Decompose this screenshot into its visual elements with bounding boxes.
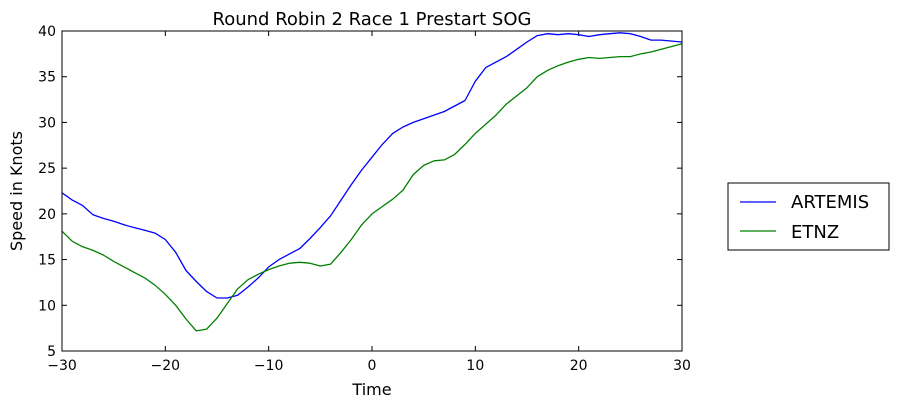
x-tick-label: −10 xyxy=(254,358,284,374)
y-tick-label: 15 xyxy=(38,253,56,269)
series-line-etnz xyxy=(61,43,683,332)
y-tick-label: 40 xyxy=(38,24,56,40)
x-axis-title: Time xyxy=(351,380,391,399)
chart-title: Round Robin 2 Race 1 Prestart SOG xyxy=(213,9,532,30)
series-line-artemis xyxy=(61,32,683,299)
y-tick-label: 5 xyxy=(47,344,56,360)
y-axis-title: Speed in Knots xyxy=(7,131,26,251)
x-tick-label: 20 xyxy=(570,358,588,374)
legend: ARTEMIS ETNZ xyxy=(727,182,890,251)
series-lines xyxy=(61,32,683,332)
x-tick-label: 10 xyxy=(466,358,484,374)
x-tick-label: −20 xyxy=(151,358,181,374)
x-tick-label: −30 xyxy=(47,358,77,374)
legend-label-etnz: ETNZ xyxy=(791,222,839,243)
legend-box xyxy=(727,182,890,251)
plot-frame xyxy=(61,30,683,352)
legend-label-artemis: ARTEMIS xyxy=(791,192,869,213)
x-tick-label: 0 xyxy=(368,358,377,374)
y-tick-label: 35 xyxy=(38,70,56,86)
axis-ticks: −30 −20 −10 0 10 20 30 5 10 15 20 25 30 35 40 xyxy=(38,24,691,374)
y-tick-label: 25 xyxy=(38,161,56,177)
x-tick-label: 30 xyxy=(673,358,691,374)
y-tick-label: 30 xyxy=(38,115,56,131)
y-tick-label: 10 xyxy=(38,298,56,314)
y-tick-label: 20 xyxy=(38,207,56,223)
